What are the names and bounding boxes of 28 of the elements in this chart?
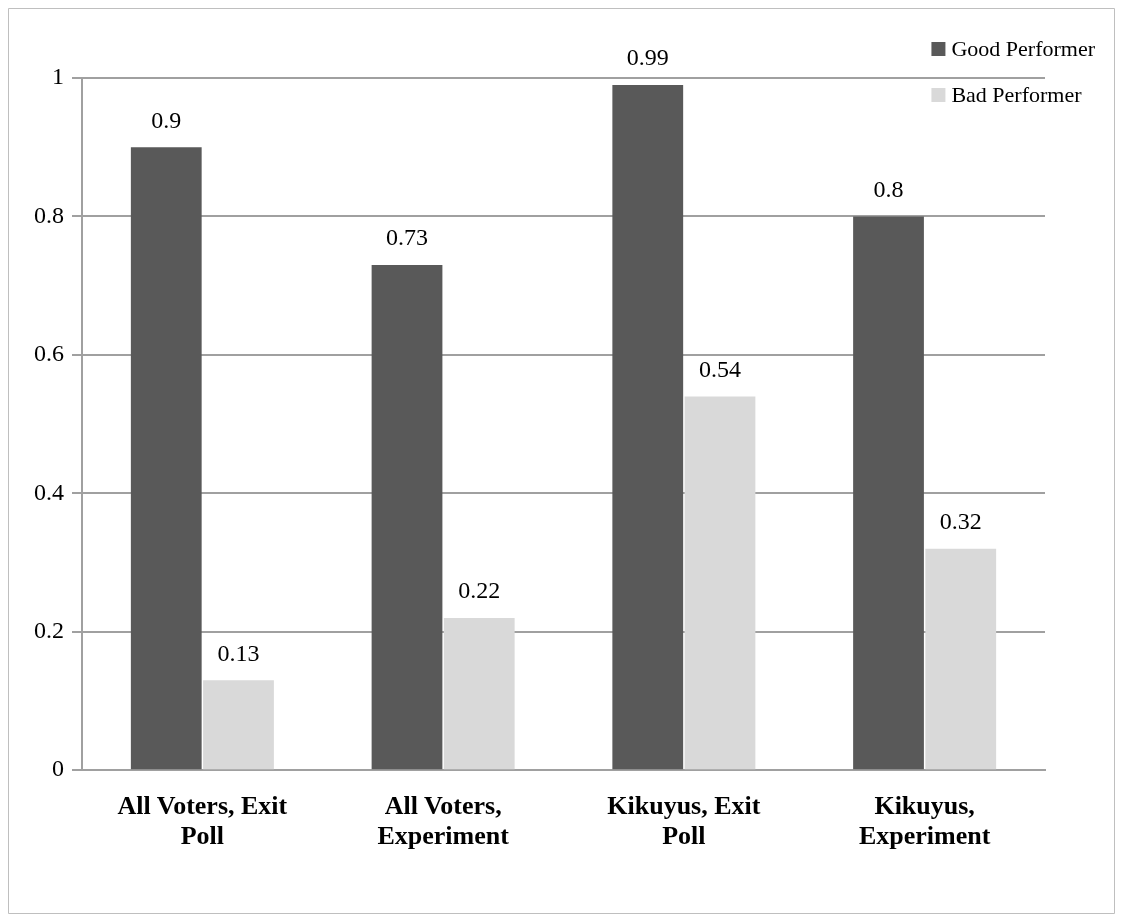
y-tick-label: 0.6 xyxy=(34,340,64,367)
y-tick-label: 1 xyxy=(52,63,64,90)
data-label: 0.8 xyxy=(873,175,904,202)
y-tick-label: 0.2 xyxy=(34,617,64,644)
bar xyxy=(130,147,202,770)
bar xyxy=(853,216,924,770)
y-tick-label: 0.4 xyxy=(34,478,64,505)
y-tick-label: 0 xyxy=(52,755,64,782)
data-label: 0.9 xyxy=(151,106,182,133)
bar xyxy=(925,548,997,770)
data-label: 0.22 xyxy=(458,577,501,604)
y-tick-label: 0.8 xyxy=(34,201,64,228)
x-tick-label: Kikuyus, Exit Poll xyxy=(607,790,761,850)
data-label: 0.13 xyxy=(217,639,260,666)
bar xyxy=(443,617,515,770)
data-label: 0.73 xyxy=(386,224,429,251)
legend-label: Bad Performer xyxy=(951,81,1083,107)
data-label: 0.32 xyxy=(939,507,982,534)
legend-label: Good Performer xyxy=(951,35,1096,61)
bar xyxy=(371,264,443,770)
data-label: 0.99 xyxy=(626,44,669,71)
data-label: 0.54 xyxy=(698,355,741,382)
bar xyxy=(684,396,756,770)
x-tick-label: Kikuyus, Experiment xyxy=(858,790,991,850)
bar xyxy=(612,84,684,770)
x-tick-label: All Voters, Experiment xyxy=(377,790,510,850)
bar xyxy=(203,680,274,770)
x-tick-label: All Voters, Exit Poll xyxy=(117,790,288,850)
